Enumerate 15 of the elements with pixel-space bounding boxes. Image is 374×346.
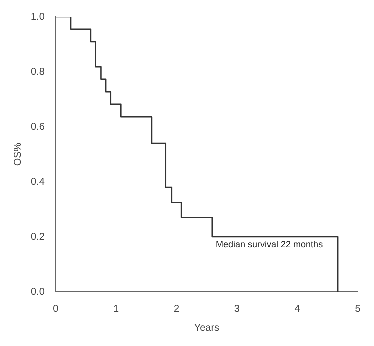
y-tick-label: 0.8 [30,66,46,78]
y-tick-label: 0.2 [30,232,46,243]
x-tick-label: 5 [355,304,362,315]
y-tick-label: 0.4 [30,176,46,188]
y-tick-label: 0.0 [30,286,46,298]
y-axis-title: OS% [12,142,24,166]
x-tick-label: 0 [53,304,60,315]
x-tick-label: 2 [174,304,180,315]
y-tick-label: 1.0 [30,12,46,23]
annotation: Median survival 22 months [216,240,324,250]
x-axis-title: Years [194,322,220,334]
x-tick-label: 4 [294,304,301,315]
y-tick-label: 0.6 [30,122,46,133]
x-tick-label: 1 [114,304,120,315]
x-tick-label: 3 [234,304,240,315]
